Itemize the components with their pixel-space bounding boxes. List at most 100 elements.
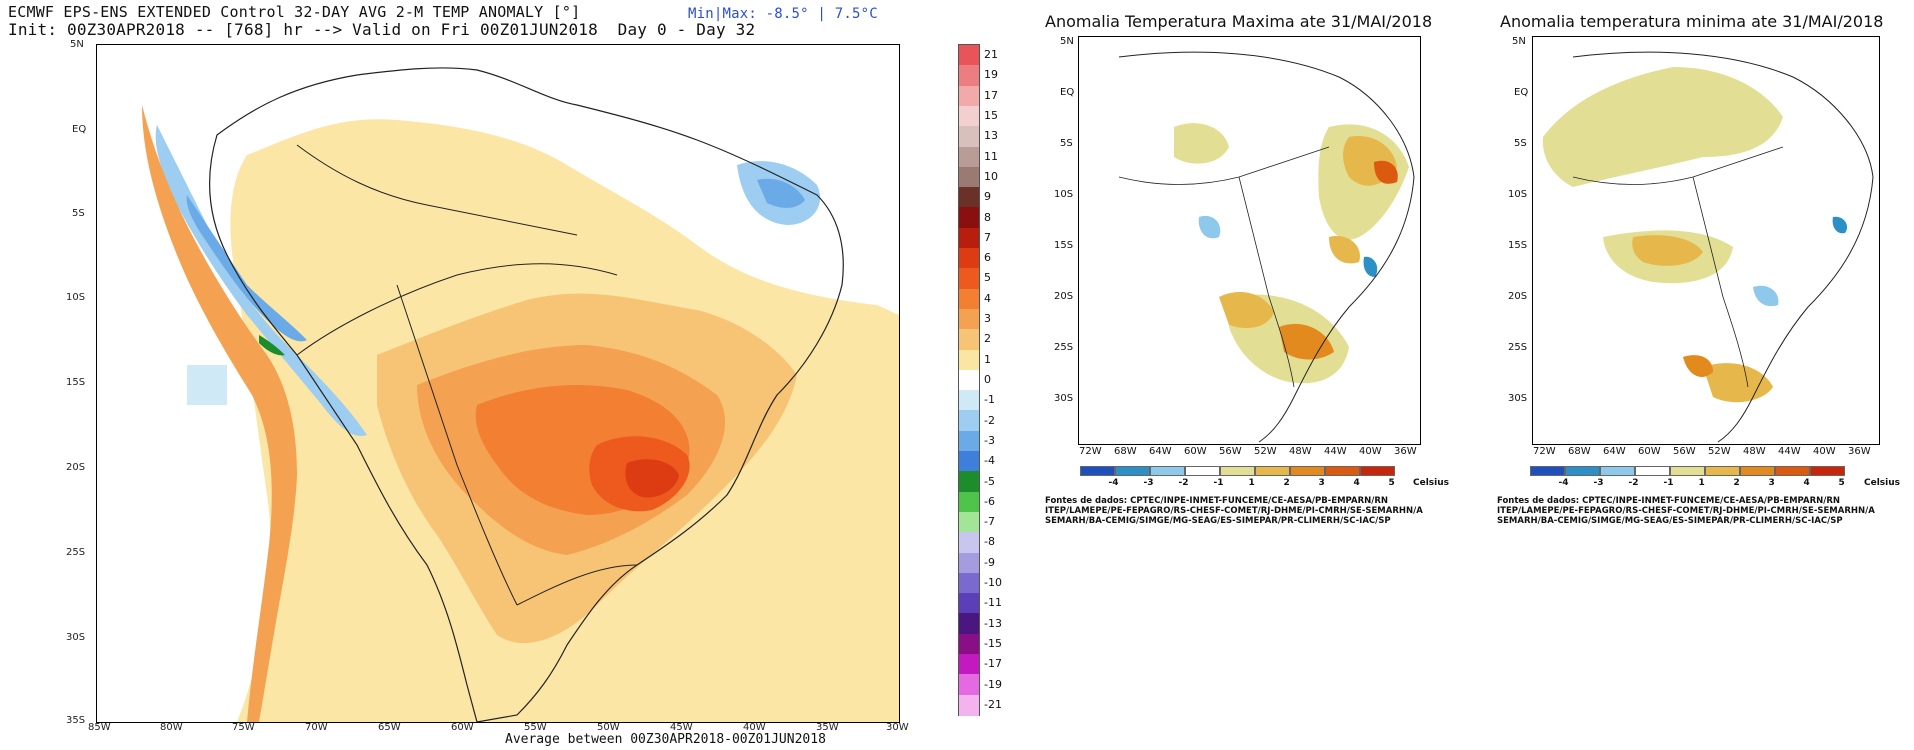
colorbar-level-label: 3 (984, 312, 991, 326)
colorbar-swatch (959, 430, 979, 452)
lon-tick-80w: 80W (160, 722, 183, 733)
min-lon-68w: 68W (1568, 446, 1591, 457)
min-lat-15s: 15S (1508, 240, 1528, 251)
colorbar-swatch (959, 126, 979, 148)
max-lon-64w: 64W (1149, 446, 1172, 457)
colorbar-level-label: -4 (984, 454, 995, 468)
lat-tick-25s: 25S (66, 547, 86, 558)
colorbar-swatch (959, 410, 979, 432)
scale-label: 2 (1283, 478, 1290, 488)
max-sources: Fontes de dados: CPTEC/INPE-INMET-FUNCEM… (1045, 496, 1423, 526)
scale-label: 5 (1838, 478, 1845, 488)
lon-tick-45w: 45W (670, 722, 693, 733)
scale-swatch (1809, 466, 1845, 476)
colorbar-swatch (959, 613, 979, 635)
colorbar-level-label: -3 (984, 433, 995, 447)
scale-swatch (1184, 466, 1220, 476)
scale-label: 4 (1353, 478, 1360, 488)
colorbar-level-label: -9 (984, 555, 995, 569)
colorbar-level-label: -6 (984, 494, 995, 508)
scale-swatch (1324, 466, 1360, 476)
colorbar-swatch (959, 369, 979, 391)
scale-label: 3 (1318, 478, 1325, 488)
colorbar-swatch (959, 633, 979, 655)
max-scale-labels: -4 -3 -2 -1 1 2 3 4 5 (1062, 478, 1412, 490)
max-lat-15s: 15S (1054, 240, 1074, 251)
max-lon-72w: 72W (1079, 446, 1102, 457)
scale-swatch (1254, 466, 1290, 476)
scale-label: 1 (1698, 478, 1705, 488)
scale-swatch (1219, 466, 1255, 476)
main-footer: Average between 00Z30APR2018-00Z01JUN201… (505, 732, 826, 747)
colorbar-level-label: 4 (984, 291, 991, 305)
max-map-title: Anomalia Temperatura Maxima ate 31/MAI/2… (1045, 12, 1433, 31)
scale-label: -2 (1628, 478, 1639, 488)
colorbar-level-label: -21 (984, 697, 1002, 711)
scale-swatch (1149, 466, 1185, 476)
min-lat-eq: EQ (1514, 87, 1529, 98)
colorbar-level-label: -17 (984, 657, 1002, 671)
scale-label: 2 (1733, 478, 1740, 488)
scale-label: -3 (1143, 478, 1154, 488)
colorbar-level-label: 7 (984, 230, 991, 244)
min-lon-56w: 56W (1673, 446, 1696, 457)
max-lat-25s: 25S (1054, 342, 1074, 353)
lat-tick-35s: 35S (66, 715, 86, 726)
colorbar-swatch (959, 65, 979, 87)
lon-tick-65w: 65W (378, 722, 401, 733)
colorbar-swatch (959, 694, 979, 716)
scale-swatch (1529, 466, 1565, 476)
colorbar-level-label: 21 (984, 48, 998, 62)
colorbar-level-label: -15 (984, 636, 1002, 650)
scale-label: -3 (1593, 478, 1604, 488)
colorbar-level-label: 13 (984, 129, 998, 143)
max-scale-bar (1062, 466, 1412, 476)
scale-label: -1 (1213, 478, 1224, 488)
max-lat-20s: 20S (1054, 291, 1074, 302)
colorbar-level-label: -11 (984, 596, 1002, 610)
lon-tick-40w: 40W (743, 722, 766, 733)
colorbar-swatch (959, 248, 979, 270)
lon-tick-55w: 55W (524, 722, 547, 733)
scale-swatch (1359, 466, 1395, 476)
lon-tick-50w: 50W (597, 722, 620, 733)
max-lon-40w: 40W (1359, 446, 1382, 457)
colorbar-swatch (959, 166, 979, 188)
max-map-canvas (1079, 37, 1420, 444)
max-lon-56w: 56W (1219, 446, 1242, 457)
colorbar-swatch (959, 308, 979, 330)
scale-label: 1 (1248, 478, 1255, 488)
colorbar-level-label: 17 (984, 88, 998, 102)
lon-tick-30w: 30W (886, 722, 909, 733)
colorbar-labels: 21 19 17 15 13 11 10 9 8 7 6 5 4 3 2 1 0 -1 -2 -3 -4 -5 -6 -7 -8… (984, 44, 1024, 724)
scale-label: -4 (1108, 478, 1119, 488)
min-unit: Celsius (1864, 478, 1900, 488)
colorbar-level-label: 5 (984, 271, 991, 285)
max-lat-30s: 30S (1054, 393, 1074, 404)
min-lon-52w: 52W (1708, 446, 1731, 457)
max-lon-48w: 48W (1289, 446, 1312, 457)
min-map-title: Anomalia temperatura minima ate 31/MAI/2… (1500, 12, 1884, 31)
min-lat-10s: 10S (1508, 189, 1528, 200)
scale-swatch (1634, 466, 1670, 476)
colorbar-level-label: 2 (984, 332, 991, 346)
colorbar-level-label: 0 (984, 373, 991, 386)
colorbar-swatch (959, 146, 979, 168)
main-header-line2: Init: 00Z30APR2018 -- [768] hr --> Valid… (8, 20, 756, 39)
scale-label: 4 (1803, 478, 1810, 488)
colorbar-level-label: -13 (984, 616, 1002, 630)
min-lon-48w: 48W (1743, 446, 1766, 457)
colorbar-swatch (959, 491, 979, 513)
min-lon-40w: 40W (1813, 446, 1836, 457)
colorbar-swatch (959, 471, 979, 493)
colorbar-swatch (959, 451, 979, 473)
scale-label: -2 (1178, 478, 1189, 488)
min-lon-72w: 72W (1533, 446, 1556, 457)
lon-tick-60w: 60W (451, 722, 474, 733)
colorbar-level-label: 8 (984, 210, 991, 224)
min-lon-60w: 60W (1638, 446, 1661, 457)
colorbar-swatch (959, 288, 979, 310)
colorbar-swatch (959, 45, 979, 66)
min-lat-20s: 20S (1508, 291, 1528, 302)
max-lon-52w: 52W (1254, 446, 1277, 457)
